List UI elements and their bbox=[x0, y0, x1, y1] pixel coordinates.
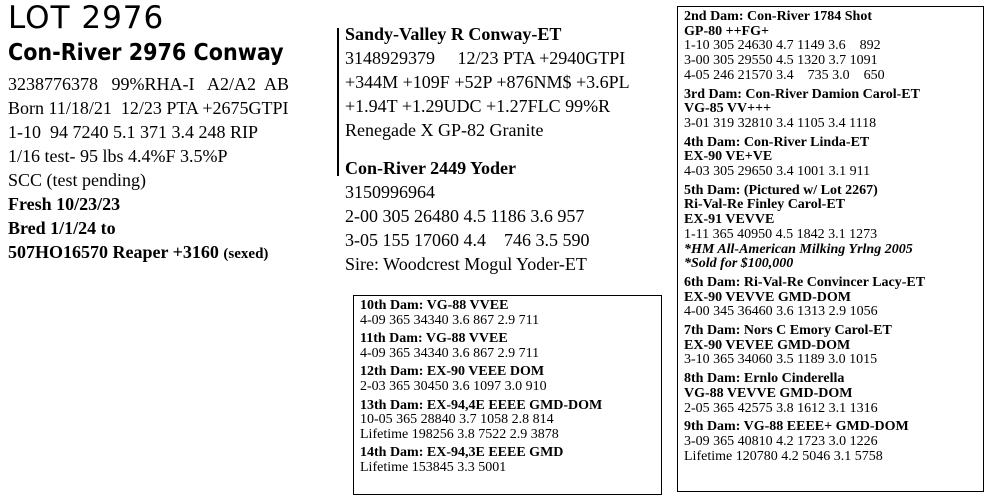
info-line: 1/16 test- 95 lbs 4.4%F 3.5%P bbox=[8, 146, 228, 166]
dam-title: 3rd Dam: Con-River Damion Carol-ET bbox=[684, 86, 920, 102]
dam-title: 5th Dam: (Pictured w/ Lot 2267) bbox=[684, 182, 878, 198]
dam-record: 2-05 365 42575 3.8 1612 3.1 1316 bbox=[684, 400, 878, 416]
sire-line: 3148929379 12/23 PTA +2940GTPI bbox=[345, 48, 626, 68]
dam-entry: 10th Dam: VG-88 VVEE 4-09 365 34340 3.6 8… bbox=[360, 298, 655, 328]
dam-entry: 14th Dam: EX-94,3E EEEE GMD Lifetime 1538… bbox=[360, 446, 655, 475]
dam-title: 14th Dam: EX-94,3E EEEE GMD bbox=[360, 445, 564, 461]
dam-title: 7th Dam: Nors C Emory Carol-ET bbox=[684, 323, 892, 339]
dam-title: 8th Dam: Ernlo Cinderella bbox=[684, 371, 845, 387]
dam-note: *HM All-American Milking Yrlng 2005 bbox=[684, 241, 913, 257]
dam-title: EX-90 VEVEE GMD-DOM bbox=[684, 337, 851, 353]
animal-info: 3238776378 99%RHA-I A2/A2 AB Born 11/18/2… bbox=[8, 72, 289, 266]
dam-title: GP-80 ++FG+ bbox=[684, 23, 769, 39]
dam-title: 12th Dam: EX-90 VEEE DOM bbox=[360, 364, 545, 380]
dam-record: Lifetime 198256 3.8 7522 2.9 3878 bbox=[360, 426, 559, 442]
info-line: 3238776378 99%RHA-I A2/A2 AB bbox=[8, 74, 290, 94]
dam-title: 2nd Dam: Con-River 1784 Shot bbox=[684, 9, 872, 24]
divider bbox=[337, 28, 339, 176]
dam-line: 2-00 305 26480 4.5 1186 3.6 957 bbox=[345, 206, 585, 226]
dam-info: Con-River 2449 Yoder 3150996964 2-00 305 2… bbox=[345, 156, 590, 276]
dam-title: 11th Dam: VG-88 VVEE bbox=[360, 331, 508, 347]
sire-line: +344M +109F +52P +876NM$ +3.6PL bbox=[345, 72, 630, 92]
dam-note: *Sold for $100,000 bbox=[684, 256, 794, 272]
dam-title: EX-90 VE+VE bbox=[684, 149, 773, 165]
dam-title: 13th Dam: EX-94,4E EEEE GMD-DOM bbox=[360, 397, 603, 413]
sire-line: Renegade X GP-82 Granite bbox=[345, 120, 544, 140]
dam-record: 1-10 305 24630 4.7 1149 3.6 892 bbox=[684, 38, 881, 54]
dam-entry: 2nd Dam: Con-River 1784 Shot GP-80 ++FG+ 1… bbox=[684, 9, 977, 84]
dam-title: VG-85 VV+++ bbox=[684, 101, 772, 117]
dam-record: 4-05 246 21570 3.4 735 3.0 650 bbox=[684, 67, 885, 83]
service-note: (sexed) bbox=[223, 246, 269, 262]
dam-record: 4-09 365 34340 3.6 867 2.9 711 bbox=[360, 345, 540, 361]
dam-title: EX-90 VEVVE GMD-DOM bbox=[684, 289, 851, 305]
dam-record: 1-11 365 40950 4.5 1842 3.1 1273 bbox=[684, 226, 878, 242]
sire-info: Sandy-Valley R Conway-ET 3148929379 12/23… bbox=[345, 22, 630, 142]
dam-entry: 13th Dam: EX-94,4E EEEE GMD-DOM 10-05 365… bbox=[360, 397, 655, 443]
pedigree-box: 10th Dam: VG-88 VVEE 4-09 365 34340 3.6 8… bbox=[353, 295, 662, 495]
dam-line: 3-05 155 17060 4.4 746 3.5 590 bbox=[345, 230, 590, 250]
dam-entry: 11th Dam: VG-88 VVEE 4-09 365 34340 3.6 8… bbox=[360, 332, 655, 361]
dam-record: 4-00 345 36460 3.6 1313 2.9 1056 bbox=[684, 304, 878, 320]
dam-record: 3-10 365 34060 3.5 1189 3.0 1015 bbox=[684, 352, 878, 368]
dam-entry: 4th Dam: Con-River Linda-ET EX-90 VE+VE 4-… bbox=[684, 134, 977, 180]
dam-title: Ri-Val-Re Finley Carol-ET bbox=[684, 197, 845, 213]
pedigree-box: 2nd Dam: Con-River 1784 Shot GP-80 ++FG+ 1… bbox=[677, 6, 984, 492]
dam-record: 3-09 365 40810 4.2 1723 3.0 1226 bbox=[684, 433, 878, 449]
dam-record: 2-03 365 30450 3.6 1097 3.0 910 bbox=[360, 378, 547, 394]
dam-title: Con-River 2449 Yoder bbox=[345, 158, 516, 178]
info-line: Bred 1/1/24 to bbox=[8, 218, 116, 238]
animal-name: Con-River 2976 Conway bbox=[8, 40, 284, 66]
dam-entry: 7th Dam: Nors C Emory Carol-ET EX-90 VEVE… bbox=[684, 323, 977, 368]
sire-line: +1.94T +1.29UDC +1.27FLC 99%R bbox=[345, 96, 611, 116]
dam-entry: 6th Dam: Ri-Val-Re Convincer Lacy-ET EX-9… bbox=[684, 274, 977, 320]
dam-title: 6th Dam: Ri-Val-Re Convincer Lacy-ET bbox=[684, 274, 926, 290]
info-line: 1-10 94 7240 5.1 371 3.4 248 RIP bbox=[8, 122, 259, 142]
dam-entry: 3rd Dam: Con-River Damion Carol-ET VG-85 … bbox=[684, 86, 977, 132]
service-line: 507HO16570 Reaper +3160 (sexed) bbox=[8, 240, 289, 266]
dam-line: Sire: Woodcrest Mogul Yoder-ET bbox=[345, 254, 587, 274]
dam-entry: 9th Dam: VG-88 EEEE+ GMD-DOM 3-09 365 408… bbox=[684, 420, 977, 464]
info-line: Fresh 10/23/23 bbox=[8, 194, 121, 214]
lot-number: LOT 2976 bbox=[8, 0, 165, 36]
dam-record: Lifetime 120780 4.2 5046 3.1 5758 bbox=[684, 448, 883, 464]
sire-title: Sandy-Valley R Conway-ET bbox=[345, 24, 562, 44]
dam-title: EX-91 VEVVE bbox=[684, 212, 775, 228]
dam-record: 4-09 365 34340 3.6 867 2.9 711 bbox=[360, 312, 540, 328]
dam-record: 3-00 305 29550 4.5 1320 3.7 1091 bbox=[684, 53, 878, 69]
dam-entry: 12th Dam: EX-90 VEEE DOM 2-03 365 30450 3… bbox=[360, 365, 655, 394]
info-line: SCC (test pending) bbox=[8, 170, 146, 190]
dam-title: VG-88 VEVVE GMD-DOM bbox=[684, 385, 853, 401]
dam-record: 3-01 319 32810 3.4 1105 3.4 1118 bbox=[684, 115, 877, 131]
service-sire: 507HO16570 Reaper +3160 bbox=[8, 242, 219, 262]
dam-entry: 8th Dam: Ernlo Cinderella VG-88 VEVVE GMD… bbox=[684, 371, 977, 416]
dam-record: 10-05 365 28840 3.7 1058 2.8 814 bbox=[360, 412, 554, 428]
dam-title: 4th Dam: Con-River Linda-ET bbox=[684, 134, 870, 150]
dam-title: 9th Dam: VG-88 EEEE+ GMD-DOM bbox=[684, 419, 909, 435]
dam-entry: 5th Dam: (Pictured w/ Lot 2267) Ri-Val-Re… bbox=[684, 182, 977, 272]
dam-line: 3150996964 bbox=[345, 182, 435, 202]
dam-title: 10th Dam: VG-88 VVEE bbox=[360, 298, 509, 313]
info-line: Born 11/18/21 12/23 PTA +2675GTPI bbox=[8, 98, 289, 118]
dam-record: 4-03 305 29650 3.4 1001 3.1 911 bbox=[684, 164, 871, 180]
dam-record: Lifetime 153845 3.3 5001 bbox=[360, 459, 507, 475]
